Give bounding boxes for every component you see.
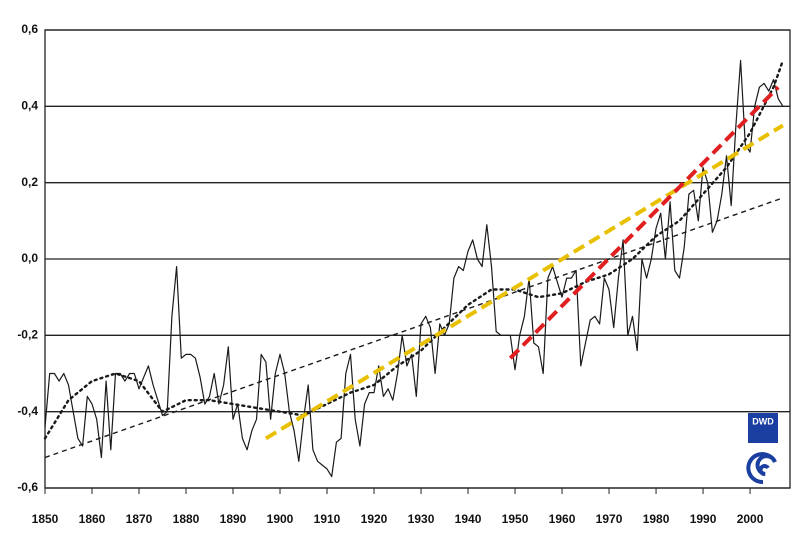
x-tick-label: 1850 bbox=[32, 512, 59, 526]
y-tick-label: 0,6 bbox=[21, 22, 38, 36]
y-tick-label: -0,6 bbox=[17, 480, 38, 494]
x-tick-label: 1940 bbox=[455, 512, 482, 526]
x-tick-label: 1880 bbox=[173, 512, 200, 526]
logo-swirl bbox=[746, 452, 777, 485]
trend-line bbox=[508, 85, 780, 360]
x-tick-label: 1860 bbox=[79, 512, 106, 526]
y-tick-label: 0,0 bbox=[21, 251, 38, 265]
trend-line bbox=[264, 123, 784, 441]
x-tick-label: 1910 bbox=[314, 512, 341, 526]
x-tick-label: 1870 bbox=[126, 512, 153, 526]
x-tick-label: 1920 bbox=[361, 512, 388, 526]
logo-box bbox=[748, 413, 778, 443]
logo-text: DWD bbox=[752, 416, 774, 426]
x-tick-label: 1960 bbox=[549, 512, 576, 526]
x-tick-label: 1900 bbox=[267, 512, 294, 526]
trend-line bbox=[43, 59, 785, 440]
logo: DWD bbox=[746, 413, 778, 485]
x-tick-label: 1950 bbox=[502, 512, 529, 526]
y-tick-label: 0,4 bbox=[21, 99, 38, 113]
y-tick-label: -0,4 bbox=[17, 404, 38, 418]
y-tick-label: 0,2 bbox=[21, 175, 38, 189]
x-tick-label: 1890 bbox=[220, 512, 247, 526]
trend-line bbox=[44, 197, 784, 459]
x-tick-label: 1930 bbox=[408, 512, 435, 526]
series-line bbox=[44, 59, 784, 478]
x-tick-label: 1980 bbox=[643, 512, 670, 526]
x-tick-label: 1970 bbox=[596, 512, 623, 526]
x-tick-label: 2000 bbox=[737, 512, 764, 526]
x-tick-label: 1990 bbox=[690, 512, 717, 526]
plot-frame bbox=[44, 29, 791, 489]
y-tick-label: -0,2 bbox=[17, 328, 38, 342]
